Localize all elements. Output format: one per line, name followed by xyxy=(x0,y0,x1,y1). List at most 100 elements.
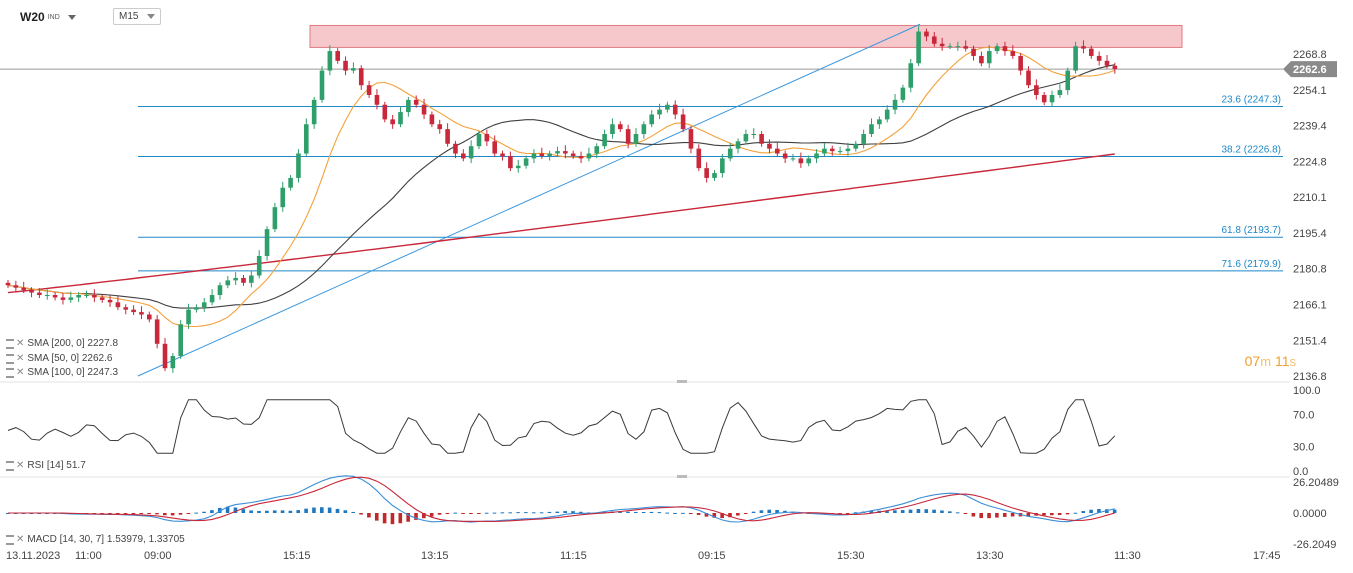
macd-histogram-bar xyxy=(971,513,976,517)
time-axis-tick: 09:00 xyxy=(144,550,172,562)
candle xyxy=(743,129,749,145)
candle xyxy=(853,140,859,152)
macd-histogram-bar xyxy=(492,512,497,514)
candle xyxy=(790,154,796,162)
candle-body xyxy=(186,309,191,325)
candle xyxy=(37,288,42,298)
candle-body xyxy=(311,99,317,125)
candle-body xyxy=(633,134,639,144)
menu-icon[interactable] xyxy=(6,367,14,378)
candle-body xyxy=(92,295,97,298)
macd-histogram-bar xyxy=(406,513,410,522)
macd-signal-line xyxy=(8,476,1115,522)
macd-histogram-bar xyxy=(987,513,991,519)
macd-histogram-bar xyxy=(1065,513,1070,515)
pane-resize-handle xyxy=(677,475,687,478)
macd-histogram-bar xyxy=(924,509,929,513)
candle xyxy=(586,147,592,162)
macd-histogram-bar xyxy=(853,512,858,514)
candle-body xyxy=(1089,48,1094,56)
candle xyxy=(594,143,600,159)
candle xyxy=(547,150,552,161)
candle xyxy=(712,170,717,181)
candle-body xyxy=(602,134,607,147)
candle-body xyxy=(84,295,89,297)
menu-icon[interactable] xyxy=(6,338,14,349)
macd-histogram-bar xyxy=(233,507,238,513)
timeframe-selector[interactable]: M15 xyxy=(113,8,162,25)
timeframe-label: M15 xyxy=(119,11,139,22)
legend-sma50[interactable]: ✕ SMA [50, 0] 2262.6 xyxy=(6,353,112,364)
macd-histogram-bar xyxy=(335,508,340,513)
candle-body xyxy=(304,124,309,154)
candle-body xyxy=(790,158,796,160)
macd-histogram-bar xyxy=(618,511,622,513)
macd-histogram-bar xyxy=(948,511,952,513)
candle-body xyxy=(743,134,749,142)
symbol-selector[interactable]: W20 IND xyxy=(20,8,76,26)
macd-histogram-bar xyxy=(163,513,167,516)
candle-body xyxy=(963,46,968,49)
candle xyxy=(249,271,254,288)
candle-body xyxy=(782,153,788,159)
time-axis-tick: 13.11.2023 xyxy=(6,550,60,562)
time-axis-tick: 09:15 xyxy=(698,550,726,562)
macd-histogram-bar xyxy=(374,513,379,521)
candle-body xyxy=(421,104,427,115)
candle-body xyxy=(154,319,160,344)
candle-body xyxy=(869,124,874,135)
candle xyxy=(1096,51,1102,66)
close-icon[interactable]: ✕ xyxy=(16,367,25,378)
macd-histogram-bar xyxy=(626,511,630,513)
close-icon[interactable]: ✕ xyxy=(16,338,25,349)
candle-body xyxy=(594,146,600,154)
legend-sma100-label: SMA [100, 0] 2247.3 xyxy=(27,367,119,378)
legend-sma100[interactable]: ✕ SMA [100, 0] 2247.3 xyxy=(6,367,118,378)
candle-body xyxy=(437,124,443,130)
candle-body xyxy=(665,104,670,110)
candle-body xyxy=(1049,94,1055,103)
candle-body xyxy=(37,292,42,296)
candle xyxy=(241,275,246,286)
legend-macd[interactable]: ✕ MACD [14, 30, 7] 1.53979, 1.33705 xyxy=(6,534,185,545)
legend-rsi[interactable]: ✕ RSI [14] 51.7 xyxy=(6,460,86,471)
candle xyxy=(539,147,545,159)
macd-histogram-bar xyxy=(571,511,575,513)
close-icon[interactable]: ✕ xyxy=(16,353,25,364)
macd-histogram-bar xyxy=(437,513,442,515)
menu-icon[interactable] xyxy=(6,353,14,364)
candle-body xyxy=(924,31,929,37)
macd-axis-tick: -26.2049 xyxy=(1293,539,1336,551)
candle xyxy=(1041,92,1047,106)
candle xyxy=(13,280,19,293)
legend-sma200[interactable]: ✕ SMA [200, 0] 2227.8 xyxy=(6,338,118,349)
close-icon[interactable]: ✕ xyxy=(16,534,25,545)
candle xyxy=(971,45,976,61)
candle xyxy=(515,159,521,173)
candle-body xyxy=(335,51,340,61)
macd-histogram-bar xyxy=(555,511,560,513)
price-axis-tick: 2268.8 xyxy=(1293,49,1327,61)
candle-body xyxy=(704,168,709,178)
candle-body xyxy=(115,302,121,308)
candle xyxy=(759,131,764,147)
candle-body xyxy=(1002,46,1008,52)
menu-icon[interactable] xyxy=(6,534,14,545)
candle-body xyxy=(547,153,552,156)
candle xyxy=(641,121,647,139)
macd-histogram-bar xyxy=(775,510,779,513)
candle-body xyxy=(1018,55,1023,71)
time-axis-tick: 11:30 xyxy=(1114,550,1141,562)
candle xyxy=(563,145,568,159)
candle-body xyxy=(241,277,246,283)
macd-histogram-bar xyxy=(445,513,450,514)
candle xyxy=(358,65,364,90)
candle-body xyxy=(76,295,81,298)
rsi-axis-tick: 0.0 xyxy=(1293,466,1308,478)
candle xyxy=(398,106,403,128)
macd-histogram-bar xyxy=(704,513,709,517)
menu-icon[interactable] xyxy=(6,460,14,471)
close-icon[interactable]: ✕ xyxy=(16,460,25,471)
